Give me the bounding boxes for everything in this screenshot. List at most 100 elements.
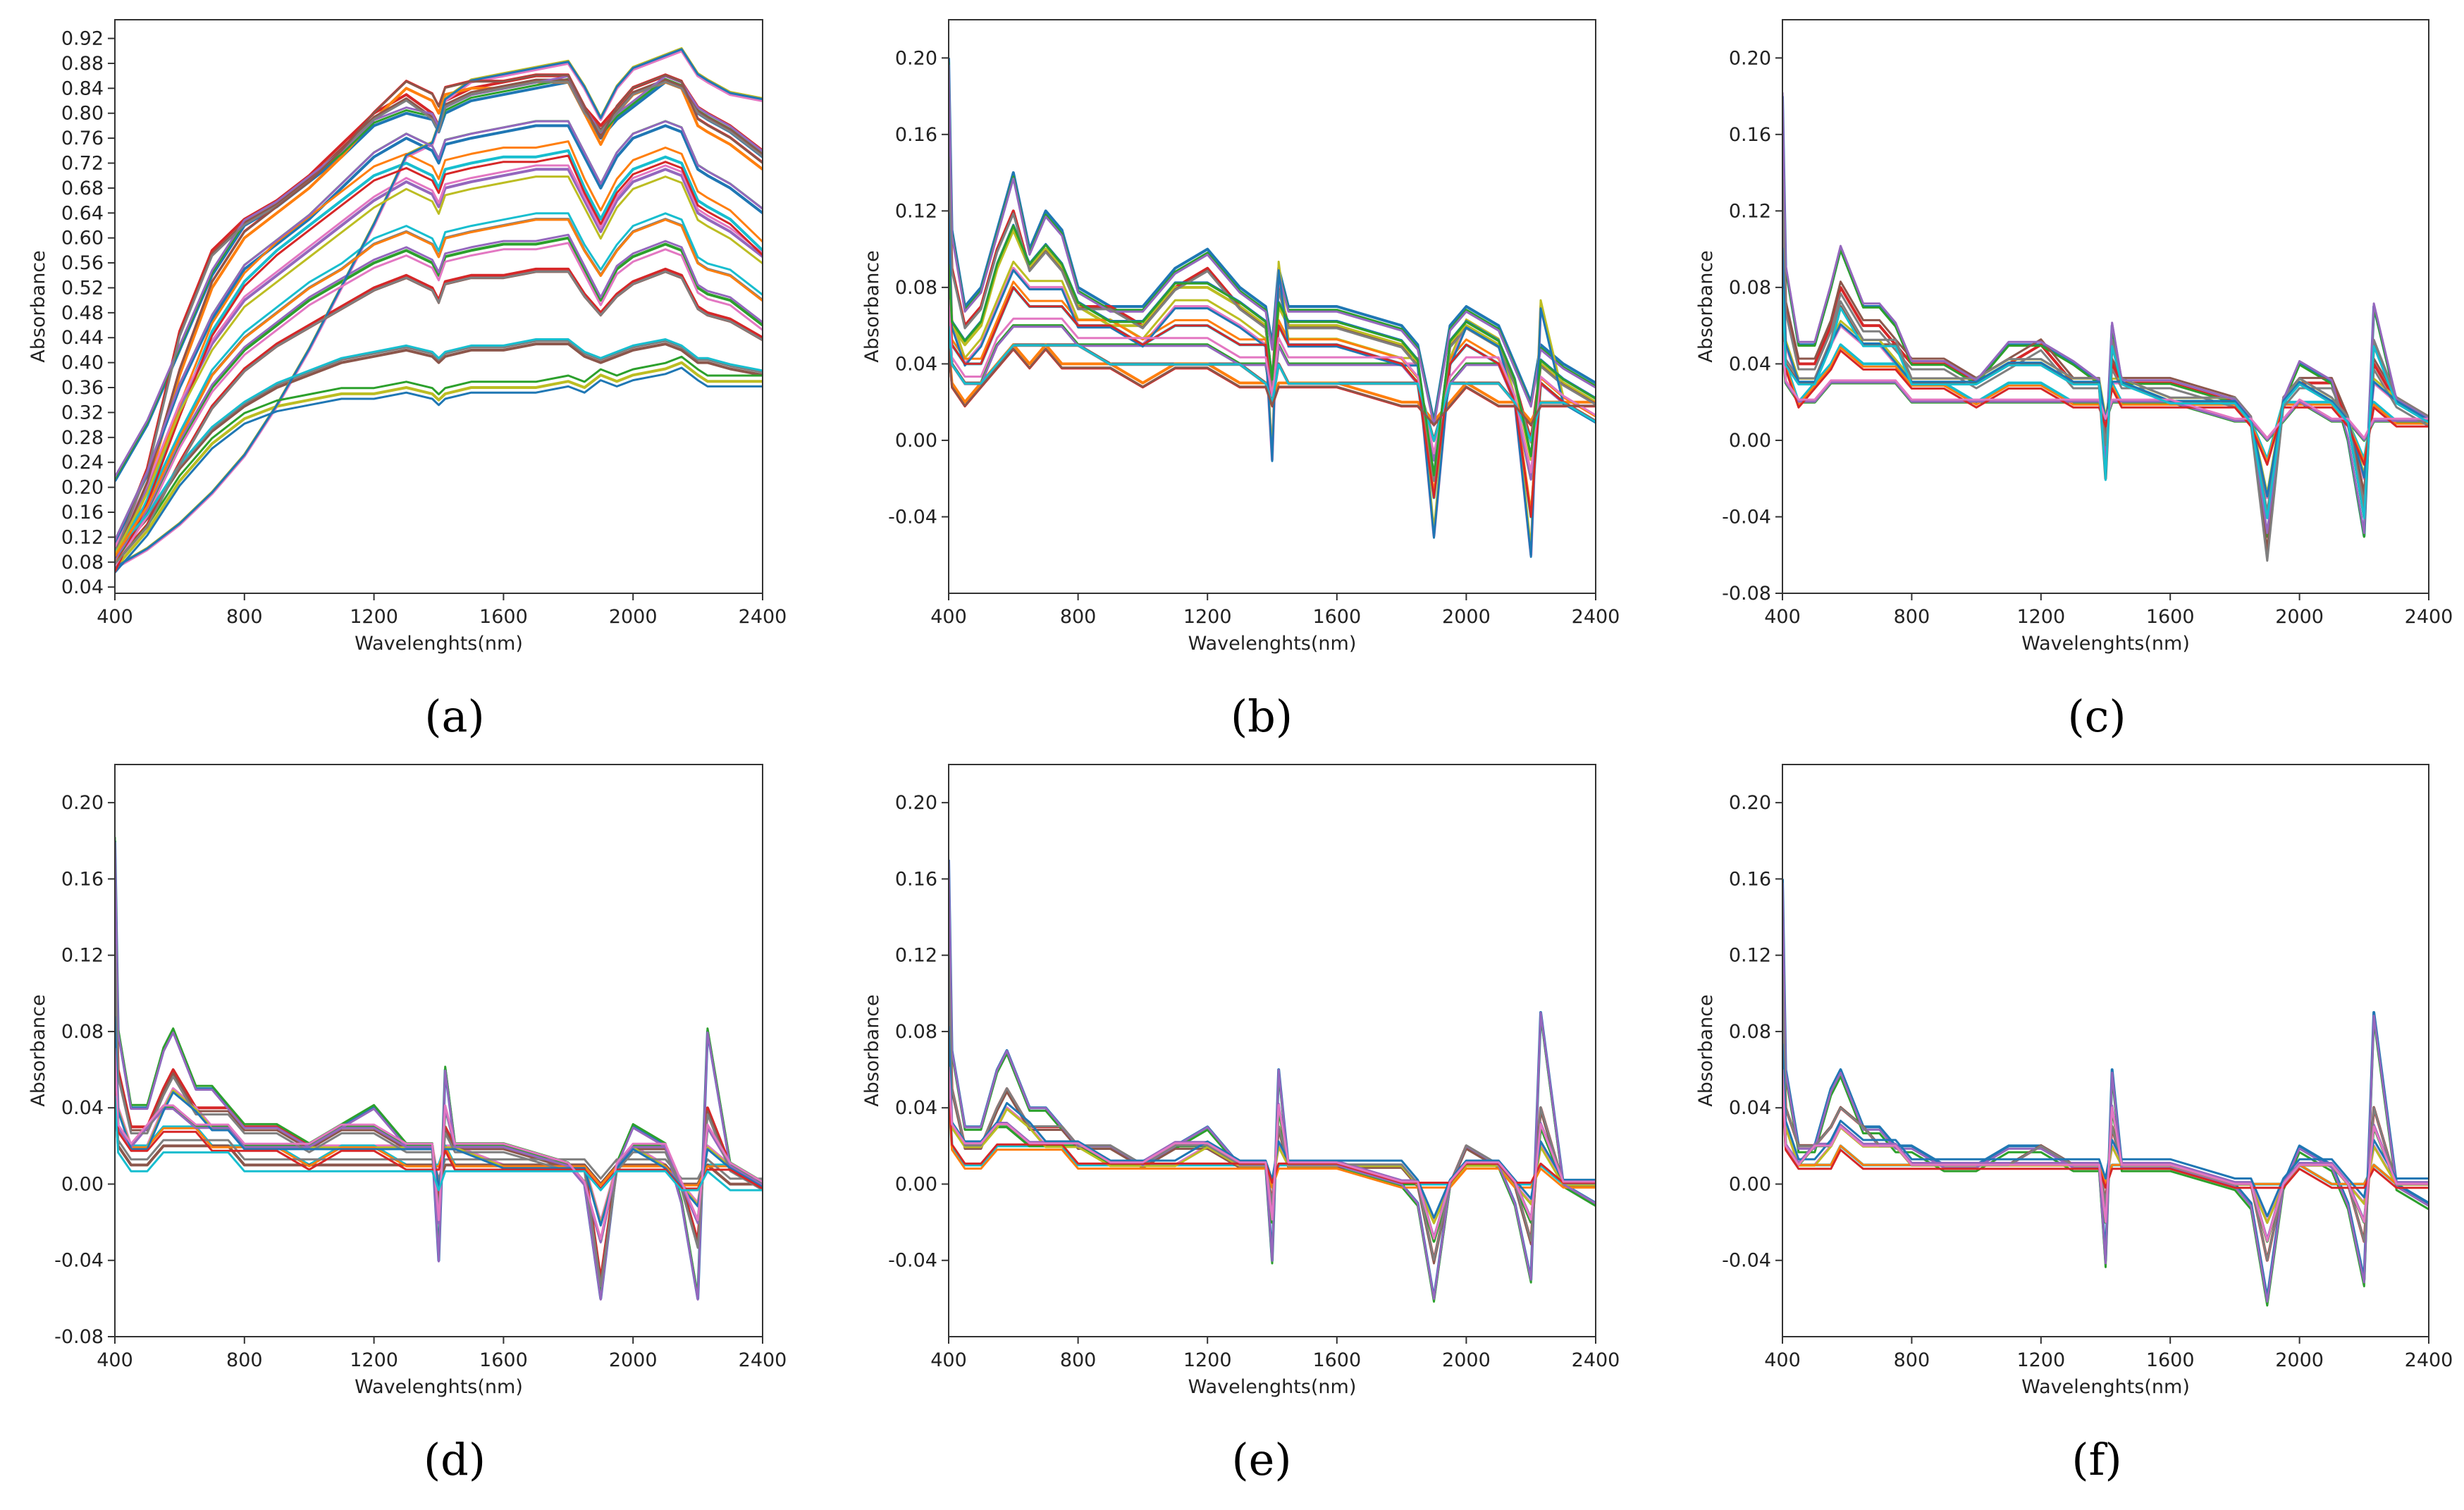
x-tick-label: 1600 [479, 606, 528, 628]
y-tick-label: 0.20 [895, 792, 937, 814]
y-tick-label: 0.52 [61, 277, 104, 299]
y-tick-label: 0.04 [1729, 1097, 1771, 1119]
series-group [1782, 879, 2429, 1307]
x-tick-label: 1200 [1183, 1349, 1232, 1371]
y-tick-label: 0.08 [61, 1021, 104, 1043]
y-tick-label: 0.20 [61, 477, 104, 499]
series-line [1782, 92, 2429, 534]
series-line [949, 225, 1596, 476]
x-axis-title-e: Wavelenghts(nm) [1188, 1376, 1357, 1398]
x-tick-label: 1600 [1312, 606, 1361, 628]
y-tick-label: 0.08 [61, 552, 104, 574]
series-line [115, 361, 763, 569]
x-tick-label: 2000 [609, 1349, 658, 1371]
y-tick-label: 0.04 [1729, 353, 1771, 375]
series-line [115, 1096, 763, 1192]
y-tick-label: -0.04 [54, 1250, 104, 1272]
y-tick-label: 0.36 [61, 377, 104, 399]
series-line [949, 299, 1596, 474]
series-group [949, 860, 1596, 1303]
x-tick-label: 400 [930, 1349, 967, 1371]
x-tick-label: 2000 [1442, 606, 1491, 628]
series-line [115, 80, 763, 555]
x-tick-label: 2400 [1572, 606, 1620, 628]
y-tick-label: 0.00 [895, 430, 937, 452]
y-tick-label: -0.04 [888, 506, 937, 528]
series-line [949, 1066, 1596, 1240]
y-tick-label: -0.04 [1722, 1250, 1771, 1272]
series-line [1782, 282, 2429, 514]
series-line [1782, 1044, 2429, 1218]
y-tick-label: 0.00 [61, 1173, 104, 1195]
plot-frame [1782, 19, 2429, 594]
y-tick-label: 0.32 [61, 402, 104, 423]
y-axis-title-d: Absorbance [27, 994, 49, 1107]
panel-label-e: (e) [1231, 1434, 1292, 1485]
x-tick-label: 1600 [2146, 1349, 2195, 1371]
x-tick-label: 800 [1894, 1349, 1930, 1371]
series-line [115, 124, 763, 545]
panel-label-d: (d) [423, 1434, 486, 1485]
y-tick-label: 0.20 [61, 792, 104, 814]
panel-label-b: (b) [1230, 691, 1293, 742]
y-axis-title-c: Absorbance [1695, 250, 1717, 363]
plot-frame [1782, 764, 2429, 1337]
series-line [1782, 1069, 2429, 1242]
y-tick-label: 0.76 [61, 128, 104, 149]
series-line [115, 149, 763, 569]
series-line [949, 58, 1596, 423]
series-line [949, 326, 1596, 442]
y-tick-label: 0.08 [1729, 277, 1771, 299]
series-line [115, 366, 763, 574]
y-tick-label: 0.12 [895, 945, 937, 967]
y-tick-label: 0.00 [1729, 430, 1771, 452]
series-line [115, 120, 763, 541]
y-tick-label: 0.08 [895, 1021, 937, 1043]
y-tick-label: 0.12 [61, 526, 104, 548]
x-tick-label: 2000 [2275, 606, 2324, 628]
series-line [115, 342, 763, 557]
y-tick-label: 0.16 [895, 868, 937, 890]
y-tick-label: 0.08 [895, 277, 937, 299]
x-axis-title-f: Wavelenghts(nm) [2021, 1376, 2190, 1398]
x-tick-label: 800 [1060, 606, 1097, 628]
series-line [115, 168, 763, 551]
x-axis-title-a: Wavelenghts(nm) [355, 633, 523, 655]
x-tick-label: 2400 [1572, 1349, 1620, 1371]
panel-label-f: (f) [2071, 1434, 2122, 1485]
x-tick-label: 1600 [2146, 606, 2195, 628]
x-axis-title-d: Wavelenghts(nm) [355, 1376, 523, 1398]
x-tick-label: 800 [226, 606, 263, 628]
series-group [115, 47, 763, 574]
series-line [115, 242, 763, 567]
y-tick-label: 0.84 [61, 78, 104, 99]
x-tick-label: 2000 [2275, 1349, 2324, 1371]
x-tick-label: 1200 [2016, 606, 2065, 628]
series-line [115, 74, 763, 558]
y-axis-title-e: Absorbance [861, 994, 883, 1107]
series-line [115, 1071, 763, 1187]
panel-label-a: (a) [424, 691, 485, 742]
x-tick-label: 400 [1764, 1349, 1801, 1371]
y-tick-label: 0.80 [61, 103, 104, 125]
series-line [949, 347, 1596, 426]
series-line [115, 1075, 763, 1190]
x-tick-label: 1600 [1312, 1349, 1361, 1371]
y-tick-label: 0.20 [1729, 47, 1771, 69]
y-tick-label: 0.48 [61, 302, 104, 324]
y-tick-label: 0.40 [61, 352, 104, 374]
plot-frame [948, 764, 1596, 1337]
series-group [115, 836, 763, 1301]
series-line [115, 338, 763, 553]
x-axis-title-b: Wavelenghts(nm) [1188, 633, 1357, 655]
series-line [949, 286, 1596, 518]
x-tick-label: 1200 [2016, 1349, 2065, 1371]
y-tick-label: 0.04 [61, 1097, 104, 1119]
y-axis-title-f: Absorbance [1695, 994, 1717, 1107]
series-line [1782, 1067, 2429, 1240]
y-axis-title-b: Absorbance [861, 250, 883, 363]
